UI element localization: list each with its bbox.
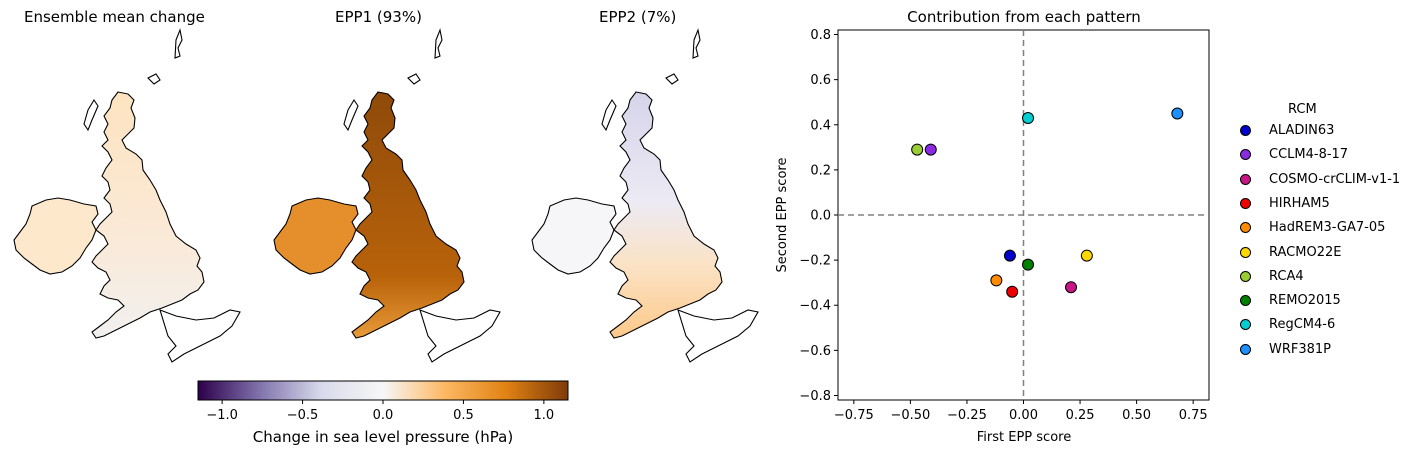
- legend-marker: [1240, 173, 1251, 185]
- point-remo2015: [1022, 258, 1035, 271]
- legend-entry: HadREM3-GA7-05: [1240, 220, 1385, 236]
- legend-label: COSMO-crCLIM-v1-1: [1269, 171, 1401, 187]
- colorbar-label: Change in sea level pressure (hPa): [253, 428, 513, 446]
- x-axis-label: First EPP score: [977, 430, 1071, 445]
- colorbar: −1.0 −0.5 0.0 0.5 1.0 Change in sea level pr…: [197, 380, 569, 446]
- colorbar-tick-label: −0.5: [287, 408, 319, 423]
- legend-marker: [1240, 270, 1251, 282]
- legend-entry: HIRHAM5: [1240, 196, 1330, 212]
- map-ensemble-mean: [13, 28, 241, 363]
- legend-label: RACMO22E: [1269, 244, 1342, 260]
- point-racmo22e: [1080, 249, 1093, 262]
- coastline-outline: [419, 309, 501, 363]
- colorbar-tick-label: 1.0: [534, 408, 555, 423]
- y-tick-label: 0.0: [810, 209, 831, 224]
- legend-marker: [1240, 125, 1251, 136]
- orkney-outline: [147, 73, 161, 85]
- x-tick-label: 0.50: [1122, 408, 1151, 423]
- y-tick-label: −0.2: [799, 254, 831, 269]
- great-britain-shape: [91, 91, 205, 339]
- legend-entry: ALADIN63: [1240, 123, 1334, 139]
- colorbar-tick-label: 0.0: [373, 408, 394, 423]
- colorbar-tick-label: −1.0: [206, 408, 238, 423]
- great-britain-shape: [609, 91, 723, 339]
- hebrides-outline: [83, 98, 99, 132]
- shetland-outline: [434, 28, 443, 59]
- legend-label: REMO2015: [1269, 293, 1341, 309]
- y-tick-label: −0.6: [799, 344, 831, 359]
- ireland-shape: [13, 197, 99, 275]
- legend-label: HIRHAM5: [1269, 195, 1330, 211]
- legend-marker: [1240, 246, 1251, 258]
- legend-marker: [1240, 295, 1251, 307]
- x-tick-label: 0.25: [1066, 408, 1095, 423]
- point-hadrem3-ga7-05: [990, 274, 1003, 287]
- map-title-epp1: EPP1 (93%): [335, 8, 422, 26]
- x-tick-label: −0.50: [890, 408, 930, 423]
- legend-label: RCA4: [1269, 268, 1304, 284]
- great-britain-shape: [351, 91, 465, 339]
- legend-entry: COSMO-crCLIM-v1-1: [1240, 172, 1400, 188]
- legend-entry: WRF381P: [1240, 342, 1331, 358]
- y-tick-label: −0.8: [799, 389, 831, 404]
- point-cosmo-crclim-v1-1: [1065, 281, 1078, 294]
- map-title-epp2: EPP2 (7%): [599, 8, 677, 26]
- y-tick-label: 0.6: [810, 73, 831, 88]
- x-tick-label: 0.00: [1009, 408, 1038, 423]
- legend-title: RCM: [1288, 102, 1317, 117]
- colorbar-tick-label: 0.5: [453, 408, 474, 423]
- legend-entry: RACMO22E: [1240, 245, 1341, 261]
- hebrides-outline: [601, 98, 617, 132]
- legend-marker: [1240, 222, 1251, 234]
- x-tick-label: 0.75: [1179, 408, 1208, 423]
- point-regcm4-6: [1022, 111, 1035, 124]
- legend-marker: [1240, 319, 1251, 331]
- legend-marker: [1240, 197, 1251, 209]
- legend-label: CCLM4-8-17: [1269, 147, 1349, 163]
- legend-entry: RegCM4-6: [1240, 317, 1335, 333]
- x-tick-label: −0.25: [947, 408, 987, 423]
- point-wrf381p: [1171, 107, 1184, 120]
- y-axis-label: Second EPP score: [775, 158, 790, 273]
- ireland-shape: [273, 197, 359, 275]
- y-tick-label: 0.4: [810, 118, 831, 133]
- hebrides-outline: [343, 98, 359, 132]
- legend-label: RegCM4-6: [1269, 317, 1336, 333]
- shetland-outline: [174, 28, 183, 59]
- y-tick-label: 0.8: [810, 28, 831, 43]
- legend-entry: REMO2015: [1240, 293, 1341, 309]
- uk-maps: [13, 28, 759, 363]
- legend-entry: RCA4: [1240, 269, 1304, 285]
- map-epp1: [273, 28, 501, 363]
- shetland-outline: [692, 28, 701, 59]
- ireland-shape: [531, 197, 617, 275]
- legend-marker: [1240, 149, 1251, 161]
- point-rca4: [911, 143, 924, 156]
- scatter-title: Contribution from each pattern: [907, 8, 1141, 26]
- y-tick-label: 0.2: [810, 163, 831, 178]
- x-tick-label: −0.75: [834, 408, 874, 423]
- point-cclm4-8-17: [924, 143, 937, 156]
- orkney-outline: [407, 73, 421, 85]
- map-title-ensemble: Ensemble mean change: [24, 8, 205, 26]
- legend-marker: [1240, 343, 1251, 355]
- legend-label: WRF381P: [1269, 341, 1332, 357]
- coastline-outline: [677, 309, 759, 363]
- legend-entry: CCLM4-8-17: [1240, 147, 1348, 163]
- coastline-outline: [159, 309, 241, 363]
- legend-label: ALADIN63: [1269, 123, 1335, 138]
- point-aladin63: [1003, 249, 1016, 262]
- orkney-outline: [665, 73, 679, 85]
- legend-label: HadREM3-GA7-05: [1269, 220, 1386, 236]
- map-epp2: [531, 28, 759, 363]
- y-tick-label: −0.4: [799, 299, 831, 314]
- point-hirham5: [1006, 285, 1019, 298]
